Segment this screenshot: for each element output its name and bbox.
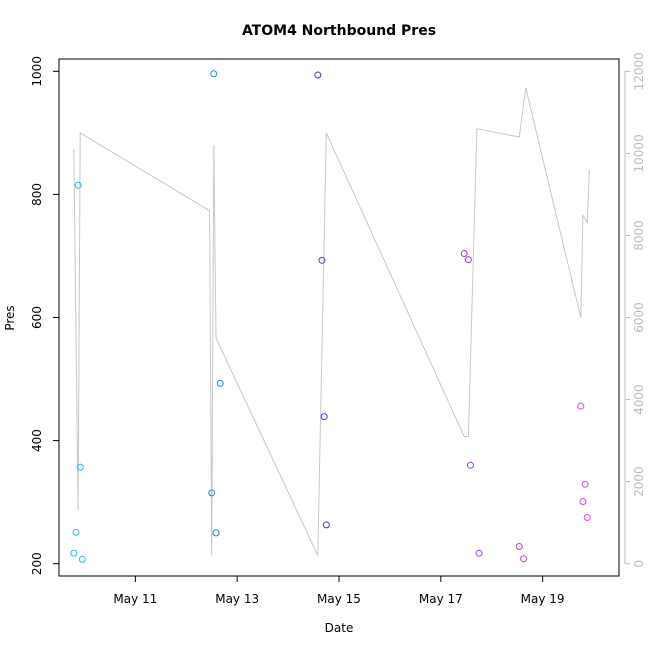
data-point	[583, 514, 591, 521]
y2-tick-label: 6000	[632, 302, 646, 333]
data-point	[520, 555, 527, 563]
y-tick-label: 800	[30, 183, 44, 206]
x-tick-label: May 11	[113, 592, 157, 606]
data-point	[70, 549, 78, 557]
data-point	[515, 543, 523, 550]
data-point	[212, 529, 220, 537]
y2-tick-label: 12000	[632, 52, 646, 90]
x-tick-label: May 13	[215, 592, 259, 606]
y2-tick-label: 2000	[632, 466, 646, 497]
data-point	[460, 250, 468, 257]
y2-tick-label: 0	[632, 560, 646, 568]
y-tick-label: 200	[30, 552, 44, 575]
data-point	[216, 379, 224, 387]
data-point	[208, 489, 216, 497]
data-point	[72, 528, 80, 536]
data-point	[577, 402, 585, 410]
x-tick-label: May 19	[521, 592, 565, 606]
data-point	[322, 521, 330, 529]
y-tick-label: 600	[30, 306, 44, 329]
x-axis-label: Date	[325, 621, 354, 635]
x-tick-label: May 17	[419, 592, 463, 606]
data-point	[78, 555, 86, 563]
data-point	[467, 461, 474, 469]
data-point	[320, 413, 328, 421]
plot-frame	[58, 58, 620, 577]
secondary-series	[73, 87, 590, 556]
data-point	[74, 181, 82, 189]
x-axis: May 11 May 13 May 15 May 17 May 19	[113, 576, 565, 606]
data-point	[475, 549, 483, 557]
data-point	[581, 480, 589, 488]
data-point	[464, 256, 472, 264]
point-series	[70, 70, 591, 563]
x-tick-label: May 15	[317, 592, 361, 606]
y-tick-label: 400	[30, 429, 44, 452]
y2-tick-label: 8000	[632, 220, 646, 251]
data-point	[210, 70, 218, 78]
y-axis-right: 0 2000 4000 6000 8000 10000 12000	[624, 52, 646, 568]
y2-tick-label: 4000	[632, 384, 646, 415]
y-axis-label: Pres	[3, 305, 17, 330]
data-point	[76, 463, 84, 471]
y-tick-label: 1000	[30, 56, 44, 87]
secondary-line	[73, 87, 590, 556]
data-point	[314, 71, 322, 79]
data-point	[579, 498, 587, 505]
y2-tick-label: 10000	[632, 134, 646, 172]
chart-title: ATOM4 Northbound Pres	[242, 23, 436, 39]
data-point	[318, 256, 326, 264]
y-axis-left: 200 400 600 800 1000	[30, 56, 59, 575]
